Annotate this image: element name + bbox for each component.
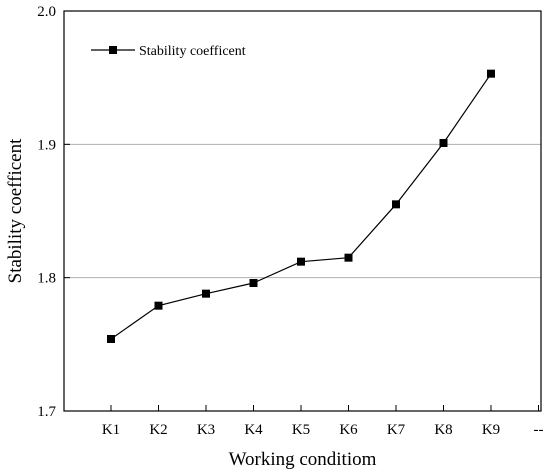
x-tick-label: K8 xyxy=(434,422,452,438)
x-tick-label: K5 xyxy=(292,422,310,438)
grid-layer xyxy=(64,143,541,279)
x-tick-label: -- xyxy=(534,422,544,438)
y-tick-label: 1.8 xyxy=(37,271,56,287)
x-tick-label: K1 xyxy=(102,422,120,438)
x-tick-label: K9 xyxy=(482,422,500,438)
data-point xyxy=(107,335,115,343)
tick-layer: 1.7 1.8 1.9 2.0 K1 K2 K3 K4 K5 K6 K7 K8 K9 -- xyxy=(37,4,543,438)
series-layer xyxy=(107,69,495,343)
x-tick-label: K2 xyxy=(149,422,167,438)
data-point xyxy=(392,200,400,209)
y-axis-title: Stability coefficent xyxy=(5,138,26,283)
x-axis-title: Working conditiom xyxy=(229,449,377,470)
data-point xyxy=(439,139,448,147)
data-point xyxy=(487,69,495,78)
y-tick-label: 2.0 xyxy=(37,4,56,20)
y-tick-label: 1.9 xyxy=(37,137,56,153)
legend-marker xyxy=(109,46,117,54)
series-line xyxy=(110,73,492,340)
legend-label: Stability coefficent xyxy=(139,44,246,59)
plot-frame xyxy=(63,10,542,412)
data-point xyxy=(344,253,353,262)
legend: Stability coefficent xyxy=(91,44,246,59)
x-tick-label: K4 xyxy=(244,422,263,438)
data-point xyxy=(249,279,258,287)
data-point xyxy=(202,289,210,298)
x-tick-label: K7 xyxy=(387,422,406,438)
y-tick-label: 1.7 xyxy=(37,404,56,420)
data-point xyxy=(154,301,163,310)
x-tick-label: K6 xyxy=(339,422,358,438)
data-point xyxy=(297,257,305,266)
x-tick-label: K3 xyxy=(197,422,215,438)
